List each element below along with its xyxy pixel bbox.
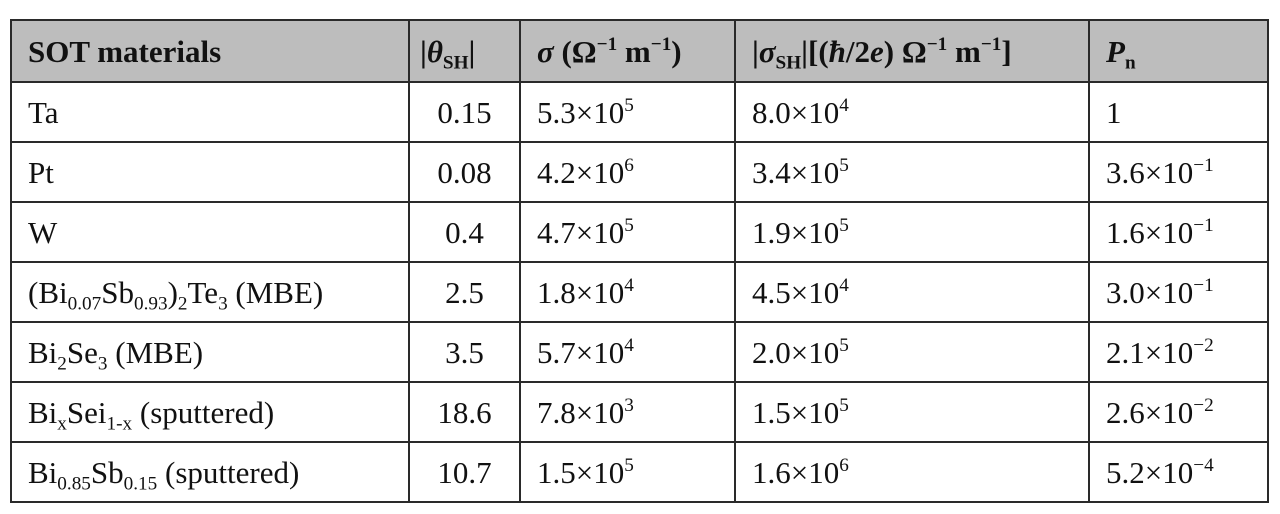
table-row: Bi0.85Sb0.15 (sputtered) 10.7 1.5×105 1.6×1… [10,441,1269,503]
cell-sigma: 1.5×105 [519,441,736,503]
cell-theta-sh: 18.6 [408,381,521,443]
cell-material: W [10,201,410,263]
cell-material: Bi2Se3 (MBE) [10,321,410,383]
table-row: Bi2Se3 (MBE) 3.5 5.7×104 2.0×105 2.1×10−2 [10,321,1269,383]
header-sigma: σ (Ω−1 m−1) [519,19,736,83]
cell-sigma-sh: 8.0×104 [734,81,1090,143]
cell-pn: 2.6×10−2 [1088,381,1269,443]
cell-pn: 1.6×10−1 [1088,201,1269,263]
table-row: BixSei1-x (sputtered) 18.6 7.8×103 1.5×105 2… [10,381,1269,443]
cell-material: Pt [10,141,410,203]
cell-theta-sh: 0.15 [408,81,521,143]
header-row: SOT materials |θSH| σ (Ω−1 m−1) |σSH|[(ħ… [10,19,1269,83]
cell-pn: 1 [1088,81,1269,143]
cell-sigma-sh: 4.5×104 [734,261,1090,323]
cell-sigma: 5.3×105 [519,81,736,143]
cell-material: Bi0.85Sb0.15 (sputtered) [10,441,410,503]
cell-sigma-sh: 1.5×105 [734,381,1090,443]
table-row: Pt 0.08 4.2×106 3.4×105 3.6×10−1 [10,141,1269,203]
cell-sigma-sh: 2.0×105 [734,321,1090,383]
table-row: Ta 0.15 5.3×105 8.0×104 1 [10,81,1269,143]
cell-theta-sh: 10.7 [408,441,521,503]
header-material: SOT materials [10,19,410,83]
cell-pn: 2.1×10−2 [1088,321,1269,383]
cell-material: BixSei1-x (sputtered) [10,381,410,443]
table-row: (Bi0.07Sb0.93)2Te3 (MBE) 2.5 1.8×104 4.5×10… [10,261,1269,323]
cell-sigma: 1.8×104 [519,261,736,323]
cell-pn: 3.6×10−1 [1088,141,1269,203]
cell-pn: 3.0×10−1 [1088,261,1269,323]
header-pn: Pn [1088,19,1269,83]
cell-sigma: 7.8×103 [519,381,736,443]
cell-sigma: 4.7×105 [519,201,736,263]
cell-theta-sh: 0.08 [408,141,521,203]
cell-pn: 5.2×10−4 [1088,441,1269,503]
cell-material: (Bi0.07Sb0.93)2Te3 (MBE) [10,261,410,323]
cell-theta-sh: 3.5 [408,321,521,383]
sot-materials-table: SOT materials |θSH| σ (Ω−1 m−1) |σSH|[(ħ… [10,19,1269,503]
header-sigma-sh: |σSH|[(ħ/2e) Ω−1 m−1] [734,19,1090,83]
cell-sigma-sh: 1.9×105 [734,201,1090,263]
cell-theta-sh: 2.5 [408,261,521,323]
cell-theta-sh: 0.4 [408,201,521,263]
cell-sigma-sh: 3.4×105 [734,141,1090,203]
cell-sigma: 4.2×106 [519,141,736,203]
table-row: W 0.4 4.7×105 1.9×105 1.6×10−1 [10,201,1269,263]
header-theta-sh: |θSH| [408,19,521,83]
cell-sigma-sh: 1.6×106 [734,441,1090,503]
cell-sigma: 5.7×104 [519,321,736,383]
cell-material: Ta [10,81,410,143]
